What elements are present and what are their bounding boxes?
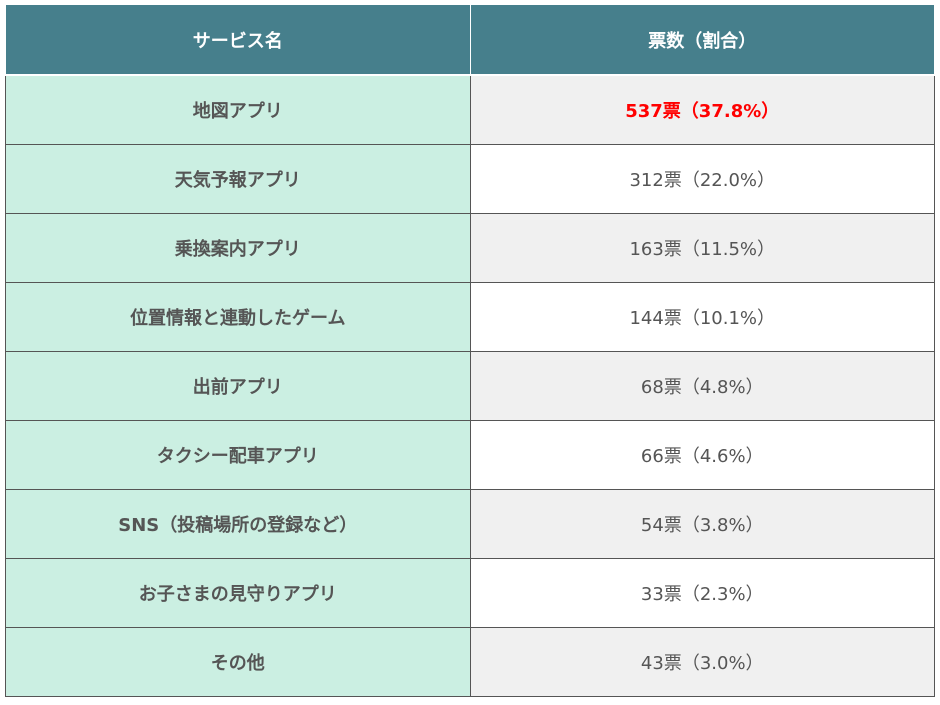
votes-cell: 33票（2.3%） [469, 558, 935, 628]
table-row: SNS（投稿場所の登録など） 54票（3.8%） [5, 489, 935, 559]
votes-cell: 537票（37.8%） [469, 74, 935, 145]
header-votes: 票数（割合） [469, 4, 935, 76]
table-row: お子さまの見守りアプリ 33票（2.3%） [5, 558, 935, 628]
service-name-cell: 地図アプリ [5, 74, 471, 145]
table-row: タクシー配車アプリ 66票（4.6%） [5, 420, 935, 490]
table-row: 乗換案内アプリ 163票（11.5%） [5, 213, 935, 283]
service-name-cell: 位置情報と連動したゲーム [5, 282, 471, 352]
votes-cell: 144票（10.1%） [469, 282, 935, 352]
service-name-cell: 出前アプリ [5, 351, 471, 421]
results-table: サービス名 票数（割合） 地図アプリ 537票（37.8%） 天気予報アプリ 312票… [5, 4, 935, 697]
votes-cell: 312票（22.0%） [469, 144, 935, 214]
votes-cell: 163票（11.5%） [469, 213, 935, 283]
table-row: 出前アプリ 68票（4.8%） [5, 351, 935, 421]
table-row: 地図アプリ 537票（37.8%） [5, 74, 935, 145]
service-name-cell: 乗換案内アプリ [5, 213, 471, 283]
header-row: サービス名 票数（割合） [5, 4, 935, 76]
service-name-cell: 天気予報アプリ [5, 144, 471, 214]
votes-cell: 68票（4.8%） [469, 351, 935, 421]
votes-cell: 43票（3.0%） [469, 627, 935, 697]
table-row: 天気予報アプリ 312票（22.0%） [5, 144, 935, 214]
table-row: 位置情報と連動したゲーム 144票（10.1%） [5, 282, 935, 352]
service-name-cell: SNS（投稿場所の登録など） [5, 489, 471, 559]
service-name-cell: その他 [5, 627, 471, 697]
service-name-cell: タクシー配車アプリ [5, 420, 471, 490]
service-name-cell: お子さまの見守りアプリ [5, 558, 471, 628]
header-service-name: サービス名 [5, 4, 471, 76]
votes-cell: 54票（3.8%） [469, 489, 935, 559]
votes-cell: 66票（4.6%） [469, 420, 935, 490]
table-row: その他 43票（3.0%） [5, 627, 935, 697]
